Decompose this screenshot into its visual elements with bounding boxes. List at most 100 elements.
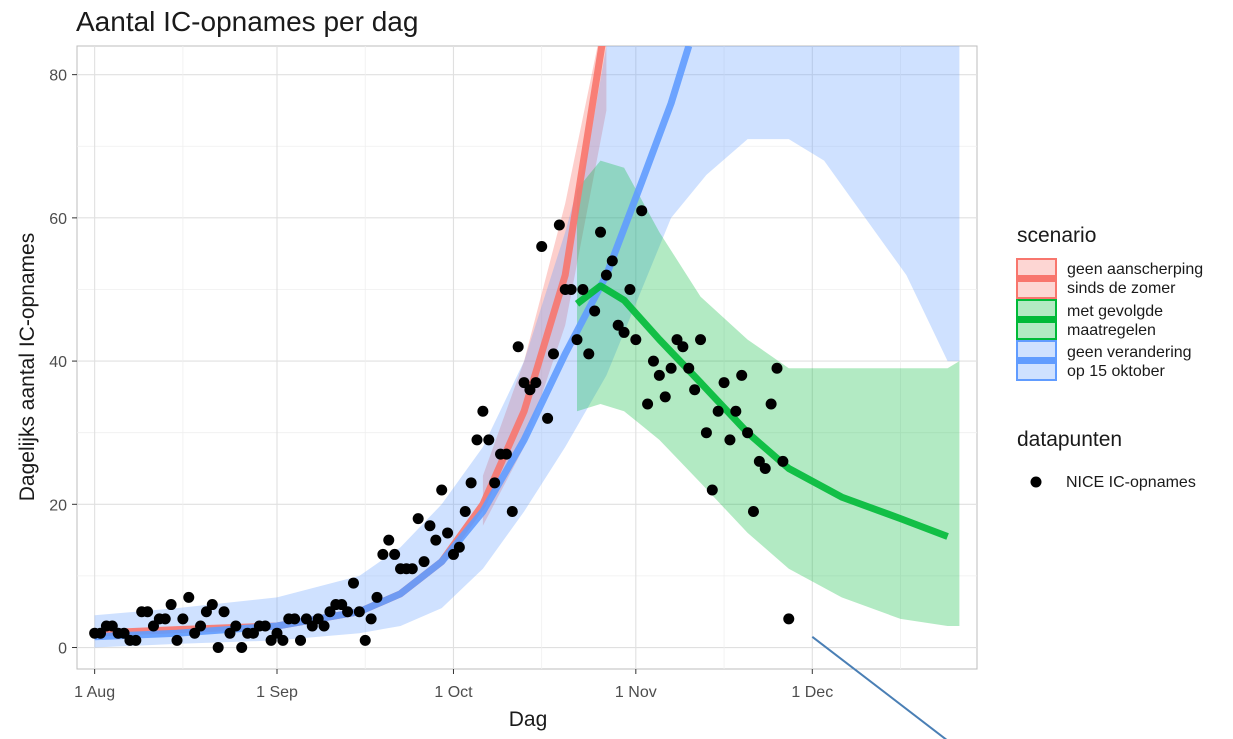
data-point — [289, 613, 301, 625]
data-point — [142, 606, 154, 618]
data-point — [218, 606, 230, 618]
data-point — [695, 334, 707, 346]
data-point — [453, 541, 465, 553]
data-point — [706, 484, 718, 496]
data-point — [406, 563, 418, 575]
data-point — [718, 377, 730, 389]
x-tick-label: 1 Aug — [74, 684, 115, 701]
data-point — [295, 634, 307, 646]
legend-title-scenario: scenario — [1017, 224, 1097, 247]
data-point — [712, 405, 724, 417]
series-line-1 — [574, 282, 949, 540]
chart-title: Aantal IC-opnames per dag — [76, 6, 419, 37]
y-tick-label: 40 — [49, 354, 67, 371]
data-point — [783, 613, 795, 625]
data-point — [459, 505, 471, 517]
data-point — [630, 334, 642, 346]
data-point — [736, 369, 748, 381]
legend-label-red: geen aanscherping sinds de zomer — [1067, 261, 1204, 297]
data-point — [618, 326, 630, 338]
data-point — [365, 613, 377, 625]
data-point — [653, 369, 665, 381]
x-tick-label: 1 Dec — [791, 684, 833, 701]
y-tick-label: 60 — [49, 211, 67, 228]
ribbon-2 — [94, 46, 960, 648]
data-point — [565, 283, 577, 295]
data-point — [730, 405, 742, 417]
data-point — [589, 305, 601, 317]
x-tick-label: 1 Sep — [256, 684, 298, 701]
data-point — [465, 477, 477, 489]
data-point — [412, 513, 424, 525]
data-point — [577, 283, 589, 295]
legend — [1016, 258, 1057, 488]
legend-label-green: met gevolgde maatregelen — [1067, 303, 1164, 339]
data-point — [665, 362, 677, 374]
data-point — [512, 341, 524, 353]
data-point — [742, 427, 754, 439]
data-point — [442, 527, 454, 539]
data-point — [371, 591, 383, 603]
data-point — [677, 341, 689, 353]
x-tick-label: 1 Oct — [434, 684, 473, 701]
data-point — [165, 599, 177, 611]
data-point — [606, 255, 618, 267]
data-point — [489, 477, 501, 489]
data-point — [724, 434, 736, 446]
data-point — [500, 448, 512, 460]
data-point — [777, 455, 789, 467]
data-point — [477, 405, 489, 417]
data-point — [424, 520, 436, 532]
data-point — [624, 283, 636, 295]
data-point — [483, 434, 495, 446]
data-point — [130, 634, 142, 646]
axes: 0 20 40 60 80 1 Aug 1 Sep 1 Oct 1 Nov 1 Dec — [49, 68, 833, 701]
data-point — [259, 620, 271, 632]
data-point — [765, 398, 777, 410]
annotation-line — [811, 635, 948, 739]
legend-key-point — [1030, 476, 1042, 488]
data-point — [342, 606, 354, 618]
data-point — [436, 484, 448, 496]
data-point — [236, 642, 248, 654]
x-axis-label: Dag — [508, 708, 548, 731]
legend-label-points: NICE IC-opnames — [1066, 474, 1196, 491]
data-point — [171, 634, 183, 646]
data-point — [183, 591, 195, 603]
data-point — [353, 606, 365, 618]
y-tick-label: 20 — [49, 497, 67, 514]
x-tick-label: 1 Nov — [615, 684, 657, 701]
data-point — [659, 391, 671, 403]
data-point — [318, 620, 330, 632]
data-point — [347, 577, 359, 589]
data-point — [389, 548, 401, 560]
series-line-2 — [94, 46, 693, 641]
plot-panel — [76, 45, 978, 670]
data-point — [647, 355, 659, 367]
data-point — [600, 269, 612, 281]
data-point — [377, 548, 389, 560]
data-point — [536, 241, 548, 253]
data-point — [471, 434, 483, 446]
data-point — [553, 219, 565, 231]
data-point — [747, 505, 759, 517]
data-point — [583, 348, 595, 360]
data-point — [759, 462, 771, 474]
data-point — [700, 427, 712, 439]
y-tick-label: 80 — [49, 68, 67, 85]
data-point — [212, 642, 224, 654]
data-point — [571, 334, 583, 346]
data-point — [530, 377, 542, 389]
y-tick-label: 0 — [58, 641, 67, 658]
data-point — [277, 634, 289, 646]
data-point — [683, 362, 695, 374]
data-point — [159, 613, 171, 625]
legend-label-blue: geen verandering op 15 oktober — [1067, 344, 1192, 380]
data-point — [771, 362, 783, 374]
data-point — [595, 226, 607, 238]
ribbon-1 — [577, 160, 960, 626]
data-point — [542, 412, 554, 424]
data-point — [195, 620, 207, 632]
data-points — [89, 205, 795, 654]
